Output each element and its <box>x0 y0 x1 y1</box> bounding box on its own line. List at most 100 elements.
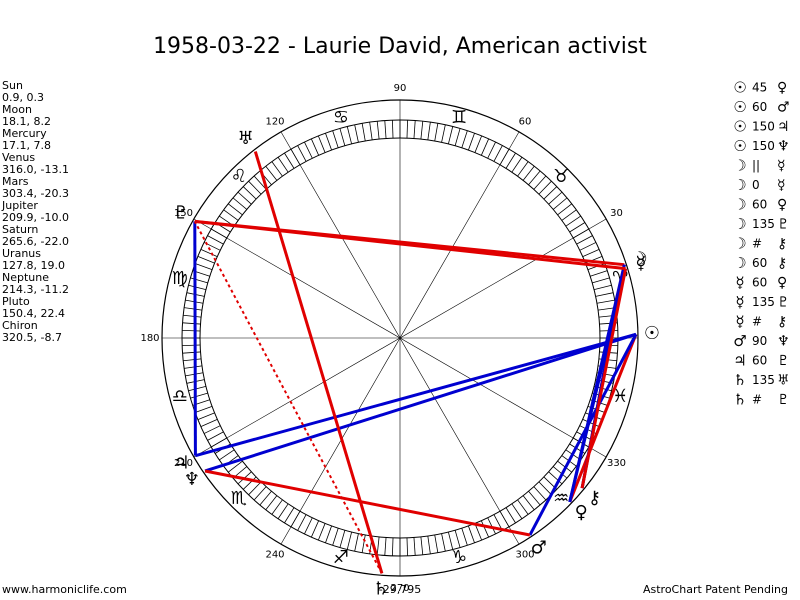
tick <box>522 495 535 511</box>
tick <box>434 534 439 553</box>
aspect-b: ♀ <box>777 275 787 291</box>
aspect-a: ☽ <box>733 215 746 233</box>
planet-coords: 320.5, -8.7 <box>2 331 62 344</box>
tick <box>593 284 612 291</box>
tick <box>184 307 203 311</box>
tick <box>548 191 563 205</box>
tick <box>441 124 446 143</box>
tick <box>197 255 215 264</box>
planet-glyph: ♃ <box>173 453 189 474</box>
tick <box>182 344 201 347</box>
tick <box>511 503 523 519</box>
aspect-type: 60 <box>752 256 767 270</box>
tick <box>232 197 248 210</box>
planet-coords: 18.1, 8.2 <box>2 115 51 128</box>
tick <box>242 476 257 490</box>
tick <box>427 535 431 554</box>
sign-glyph: ♌ <box>231 166 247 187</box>
tick <box>346 531 353 550</box>
tick <box>253 175 267 190</box>
planet-name: Mercury <box>2 127 47 140</box>
tick <box>242 186 257 200</box>
tick <box>474 135 483 153</box>
tick <box>207 235 224 245</box>
tick <box>248 481 262 496</box>
aspect-b: ♆ <box>777 334 790 350</box>
tick <box>195 406 213 413</box>
sign-glyph: ♊ <box>451 107 467 128</box>
tick <box>406 120 409 139</box>
planet-coords: 214.3, -11.2 <box>2 283 69 296</box>
tick <box>354 533 359 552</box>
tick <box>487 517 496 535</box>
sign-glyph: ♏ <box>231 488 247 509</box>
aspect-line <box>194 219 626 271</box>
aspect-a: ☿ <box>735 313 744 331</box>
aspect-b: ♇ <box>777 353 790 369</box>
tick <box>297 145 307 162</box>
tick <box>188 385 207 392</box>
tick <box>317 523 326 541</box>
aspect-a: ☽ <box>733 254 746 272</box>
aspect-type: 45 <box>752 81 767 95</box>
degree-label: 120 <box>265 116 284 127</box>
tick <box>361 534 366 553</box>
tick <box>579 242 597 251</box>
aspect-a: ☿ <box>735 293 744 311</box>
tick <box>304 517 313 535</box>
sign-glyph: ♓ <box>612 386 628 407</box>
tick <box>595 292 614 297</box>
aspect-b: ⚷ <box>777 256 787 272</box>
tick <box>203 425 221 434</box>
degree-label: 210 <box>174 458 193 469</box>
aspect-line <box>204 332 637 473</box>
tick <box>576 235 593 245</box>
aspect-type: || <box>752 159 760 173</box>
planet-glyph: ♀ <box>575 502 588 523</box>
tick <box>325 133 332 151</box>
aspect-a: ☉ <box>733 79 746 97</box>
aspect-line <box>568 268 628 503</box>
tick <box>182 322 201 325</box>
tick <box>528 170 541 186</box>
aspect-type: 60 <box>752 276 767 290</box>
degree-label: 270 <box>390 583 409 594</box>
tick <box>200 418 218 428</box>
tick <box>590 270 608 277</box>
aspect-line <box>204 469 531 537</box>
tick <box>223 209 239 221</box>
tick <box>376 121 380 140</box>
tick <box>522 165 535 181</box>
degree-label: 90 <box>394 83 407 94</box>
planet-coords: 150.4, 22.4 <box>2 307 65 320</box>
aspect-type: 60 <box>752 354 767 368</box>
planet-name: Saturn <box>2 223 38 236</box>
tick <box>297 514 307 531</box>
tick <box>195 263 213 270</box>
tick <box>339 530 346 548</box>
aspect-line <box>195 332 637 458</box>
tick <box>505 152 516 169</box>
center-note: -29,795 <box>379 583 421 596</box>
tick <box>332 130 339 148</box>
tick <box>384 537 387 556</box>
tick <box>461 528 468 546</box>
tick <box>420 121 424 140</box>
tick <box>325 525 332 543</box>
aspect-line <box>193 220 383 574</box>
tick <box>248 180 262 195</box>
degree-label: 180 <box>140 333 159 344</box>
tick <box>284 152 295 169</box>
tick <box>468 525 475 543</box>
aspect-b: ☿ <box>777 158 786 174</box>
tick <box>183 314 202 318</box>
tick <box>354 124 359 143</box>
tick <box>253 486 267 501</box>
tick <box>227 203 243 216</box>
tick <box>474 523 483 541</box>
tick <box>200 248 218 258</box>
tick <box>304 141 313 159</box>
degree-label: 330 <box>607 458 626 469</box>
tick <box>487 141 496 159</box>
tick <box>441 533 446 552</box>
